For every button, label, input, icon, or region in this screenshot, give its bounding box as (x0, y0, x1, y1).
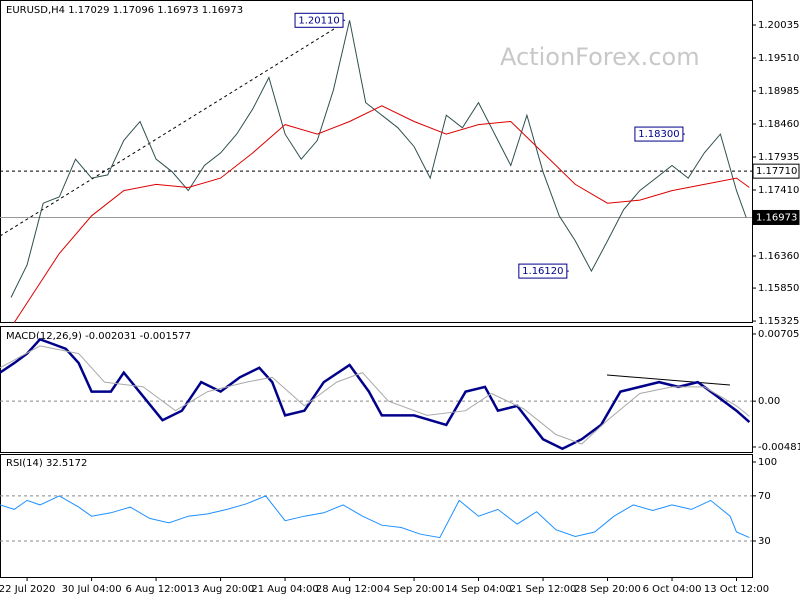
series-line (10, 20, 747, 298)
series-line (0, 495, 750, 539)
y-tick-label: 1.16360 (758, 251, 799, 262)
level-label: 1.16973 (756, 212, 797, 223)
y-tick-label: 1.15850 (758, 283, 799, 294)
y-tick-label: 1.19510 (758, 53, 799, 64)
series-line (0, 337, 751, 451)
series-line (13, 105, 750, 323)
x-tick-label: 13 Oct 12:00 (704, 584, 769, 595)
level-label-box (752, 163, 800, 179)
rsi-panel-frame (0, 454, 753, 578)
macd-panel-frame (0, 326, 753, 453)
x-tick-label: 6 Aug 12:00 (126, 584, 187, 595)
level-label-box (752, 209, 800, 225)
y-tick-label: 1.17935 (758, 152, 799, 163)
x-tick-label: 22 Jul 2020 (0, 584, 55, 595)
x-tick-label: 28 Aug 12:00 (316, 584, 383, 595)
x-tick-label: 4 Sep 20:00 (384, 584, 444, 595)
series-line (0, 345, 750, 445)
annotation-label: 1.20110 (298, 15, 339, 26)
y-tick-label: 70 (758, 491, 771, 502)
trend-line (0, 23, 343, 237)
x-tick-label: 30 Jul 04:00 (62, 584, 122, 595)
y-tick-label: 1.17410 (758, 185, 799, 196)
price-panel-frame (0, 0, 753, 323)
macd-divergence-line (606, 374, 731, 386)
watermark: ActionForex.com (500, 43, 700, 71)
macd-header: MACD(12,26,9) -0.002031 -0.001577 (6, 331, 191, 342)
x-tick-label: 21 Sep 12:00 (510, 584, 577, 595)
y-tick-label: 1.15325 (758, 316, 799, 327)
rsi-header: RSI(14) 32.5172 (6, 458, 87, 469)
y-tick-label: 1.18460 (758, 119, 799, 130)
price-header: EURUSD,H4 1.17029 1.17096 1.16973 1.1697… (6, 5, 243, 16)
annotation-label: 1.18300 (638, 129, 679, 140)
y-tick-label: 0.007057 (758, 329, 800, 340)
y-tick-label: 30 (758, 536, 771, 547)
x-tick-label: 21 Aug 04:00 (251, 584, 318, 595)
y-tick-label: 1.20035 (758, 20, 799, 31)
x-tick-label: 28 Sep 20:00 (574, 584, 641, 595)
x-tick-label: 6 Oct 04:00 (643, 584, 702, 595)
y-tick-label: 0.00 (758, 396, 780, 407)
y-tick-label: -0.004818 (758, 442, 800, 453)
annotation-label: 1.16120 (522, 266, 563, 277)
x-tick-label: 13 Aug 20:00 (187, 584, 254, 595)
y-tick-label: 100 (758, 457, 777, 468)
y-tick-label: 1.18985 (758, 86, 799, 97)
x-tick-label: 14 Sep 04:00 (445, 584, 512, 595)
level-label: 1.17710 (756, 166, 797, 177)
